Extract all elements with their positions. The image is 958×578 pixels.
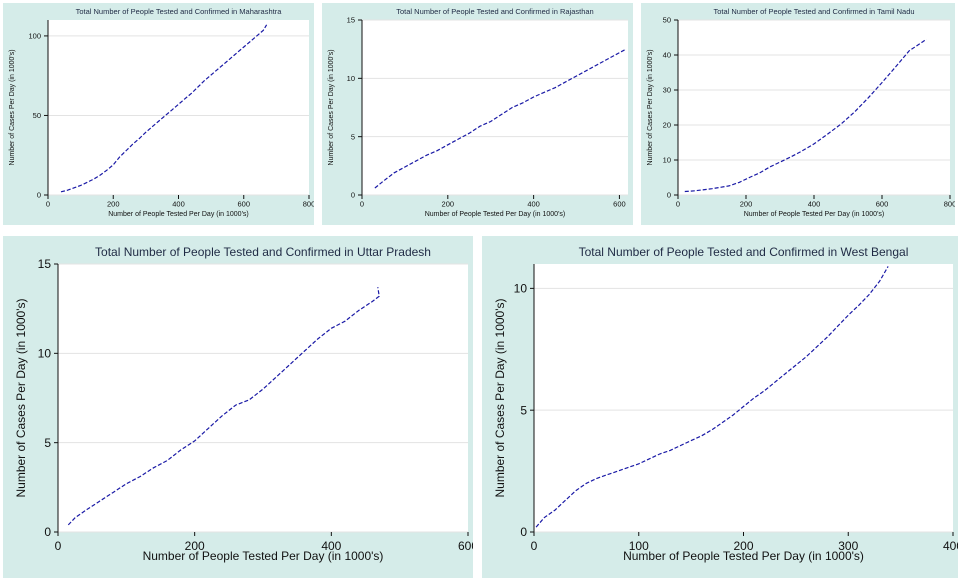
x-tick-label: 100: [629, 539, 649, 553]
chart-panel-tamil-nadu: Total Number of People Tested and Confir…: [641, 3, 955, 225]
chart-svg: Total Number of People Tested and Confir…: [647, 7, 955, 218]
x-tick-label: 0: [531, 539, 538, 553]
x-axis-title: Number of People Tested Per Day (in 1000…: [623, 549, 864, 563]
x-axis-title: Number of People Tested Per Day (in 1000…: [143, 549, 384, 563]
y-axis-title: Number of Cases Per Day (in 1000's): [328, 49, 335, 165]
y-tick-label: 10: [663, 156, 671, 165]
chart-svg: Total Number of People Tested and Confir…: [328, 7, 628, 218]
y-tick-label: 50: [33, 111, 41, 120]
series-line: [60, 24, 268, 193]
x-tick-label: 0: [676, 200, 680, 209]
y-tick-label: 0: [44, 525, 51, 539]
x-tick-label: 200: [740, 200, 753, 209]
x-tick-label: 600: [458, 539, 473, 553]
x-tick-label: 800: [303, 200, 314, 209]
x-tick-label: 200: [442, 200, 455, 209]
series-line: [535, 266, 889, 528]
y-tick-label: 5: [351, 132, 355, 141]
x-tick-label: 300: [838, 539, 858, 553]
chart-title: Total Number of People Tested and Confir…: [76, 7, 283, 16]
x-tick-label: 400: [808, 200, 821, 209]
y-tick-label: 10: [347, 74, 355, 83]
chart-panel-west-bengal: Total Number of People Tested and Confir…: [482, 236, 958, 578]
chart-panel-uttar-pradesh: Total Number of People Tested and Confir…: [3, 236, 473, 578]
plot-area: [678, 20, 950, 195]
y-tick-label: 20: [663, 121, 671, 130]
x-tick-label: 200: [185, 539, 205, 553]
x-tick-label: 200: [733, 539, 753, 553]
x-tick-label: 400: [321, 539, 341, 553]
chart-panel-rajasthan: Total Number of People Tested and Confir…: [322, 3, 633, 225]
y-axis-title: Number of Cases Per Day (in 1000's): [9, 49, 16, 165]
chart-svg: Total Number of People Tested and Confir…: [9, 7, 314, 218]
x-tick-label: 600: [613, 200, 626, 209]
y-tick-label: 40: [663, 51, 671, 60]
x-tick-label: 600: [237, 200, 250, 209]
x-tick-label: 600: [876, 200, 889, 209]
y-axis-title: Number of Cases Per Day (in 1000's): [647, 49, 654, 165]
x-tick-label: 0: [55, 539, 62, 553]
series-line: [67, 287, 380, 526]
y-axis-title: Number of Cases Per Day (in 1000's): [493, 298, 507, 497]
y-tick-label: 50: [663, 16, 671, 25]
x-tick-label: 200: [107, 200, 120, 209]
y-tick-label: 0: [520, 525, 527, 539]
plot-area: [48, 20, 309, 195]
plot-area: [58, 264, 468, 532]
y-tick-label: 10: [38, 347, 52, 361]
chart-title: Total Number of People Tested and Confir…: [713, 7, 914, 16]
y-tick-label: 0: [37, 191, 41, 200]
x-tick-label: 800: [944, 200, 955, 209]
x-tick-label: 0: [46, 200, 50, 209]
chart-title: Total Number of People Tested and Confir…: [396, 7, 593, 16]
y-tick-label: 5: [520, 403, 527, 417]
y-tick-label: 0: [351, 191, 355, 200]
x-tick-label: 400: [172, 200, 185, 209]
y-tick-label: 0: [667, 191, 671, 200]
x-tick-label: 400: [527, 200, 540, 209]
chart-svg: Total Number of People Tested and Confir…: [14, 245, 473, 563]
chart-title: Total Number of People Tested and Confir…: [579, 245, 909, 259]
y-tick-label: 15: [347, 16, 355, 25]
x-tick-label: 0: [360, 200, 364, 209]
plot-area: [534, 264, 953, 532]
x-tick-label: 400: [943, 539, 958, 553]
chart-svg: Total Number of People Tested and Confir…: [493, 245, 958, 563]
y-tick-label: 100: [28, 32, 41, 41]
y-tick-label: 5: [44, 436, 51, 450]
x-axis-title: Number of People Tested Per Day (in 1000…: [744, 211, 885, 218]
y-tick-label: 30: [663, 86, 671, 95]
x-axis-title: Number of People Tested Per Day (in 1000…: [108, 211, 249, 218]
y-axis-title: Number of Cases Per Day (in 1000's): [14, 298, 28, 497]
x-axis-title: Number of People Tested Per Day (in 1000…: [425, 211, 566, 218]
chart-title: Total Number of People Tested and Confir…: [95, 245, 431, 259]
chart-panel-maharashtra: Total Number of People Tested and Confir…: [3, 3, 314, 225]
y-tick-label: 10: [514, 282, 528, 296]
y-tick-label: 15: [38, 257, 52, 271]
